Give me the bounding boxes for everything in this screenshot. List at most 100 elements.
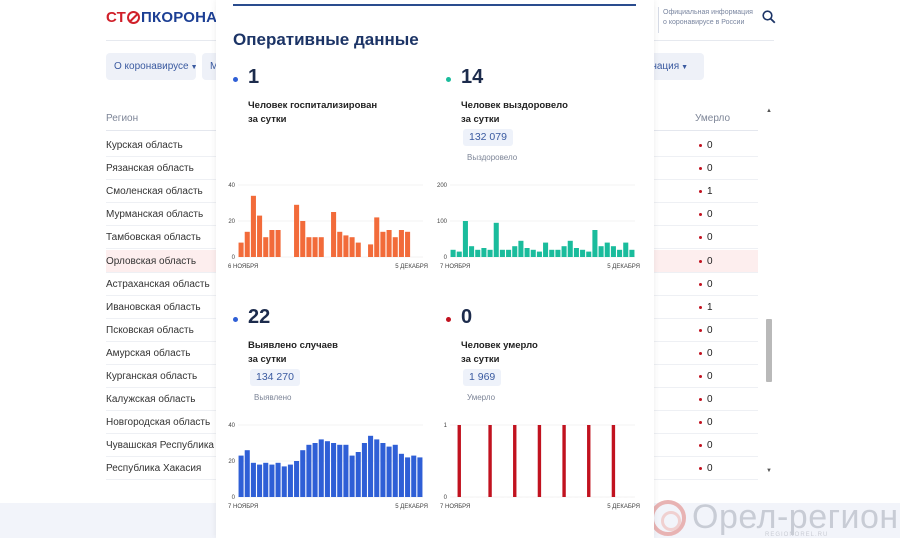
- chart-bar[interactable]: [374, 217, 380, 257]
- chart-bar[interactable]: [250, 195, 256, 257]
- chart-bar[interactable]: [405, 457, 411, 497]
- chart-bar[interactable]: [294, 461, 300, 497]
- chart-bar[interactable]: [343, 444, 349, 497]
- chart-bar[interactable]: [456, 251, 462, 257]
- chart-bar[interactable]: [398, 453, 404, 497]
- chart-bar[interactable]: [536, 251, 542, 257]
- chart-bar[interactable]: [374, 439, 380, 497]
- chart-bar[interactable]: [405, 231, 411, 257]
- chart-bar[interactable]: [331, 212, 337, 257]
- chart-bar[interactable]: [269, 464, 275, 497]
- chart-bar[interactable]: [386, 230, 392, 257]
- chart-bar[interactable]: [475, 249, 481, 257]
- scroll-down-arrow-icon[interactable]: ▼: [766, 468, 772, 474]
- chart-bar[interactable]: [368, 435, 374, 497]
- chart-bar[interactable]: [238, 242, 244, 257]
- chart-bar[interactable]: [318, 439, 324, 497]
- chart-bar[interactable]: [586, 251, 592, 257]
- chart-bar[interactable]: [275, 462, 281, 497]
- chart-bar[interactable]: [324, 441, 330, 497]
- chart-bar[interactable]: [355, 452, 361, 497]
- chart-bar[interactable]: [629, 249, 635, 257]
- chart-bar[interactable]: [457, 425, 461, 497]
- chart-bar[interactable]: [450, 249, 456, 257]
- chart-bar[interactable]: [561, 246, 567, 257]
- chart-bar[interactable]: [398, 230, 404, 257]
- chart-bar[interactable]: [269, 230, 275, 257]
- chart-bar[interactable]: [462, 221, 468, 257]
- chart-bar[interactable]: [281, 466, 287, 497]
- nav-about-coronavirus[interactable]: О коронавирусе ▼: [106, 53, 196, 80]
- chart-bar[interactable]: [513, 425, 517, 497]
- column-header-region[interactable]: Регион: [106, 113, 139, 124]
- chart-bar[interactable]: [580, 249, 586, 257]
- chart-bar[interactable]: [361, 443, 367, 497]
- chart-bar[interactable]: [380, 231, 386, 257]
- chart-bar[interactable]: [487, 249, 493, 257]
- chart-bar[interactable]: [562, 425, 566, 497]
- column-header-died[interactable]: Умерло: [695, 113, 731, 124]
- chart-bar[interactable]: [244, 231, 250, 257]
- chart-bar[interactable]: [318, 237, 324, 257]
- chart-bar[interactable]: [573, 248, 579, 257]
- chart-bar[interactable]: [524, 248, 530, 257]
- chart-bar[interactable]: [530, 249, 536, 257]
- chart-bar[interactable]: [300, 221, 306, 257]
- chart-bar[interactable]: [263, 462, 269, 497]
- chart-bar[interactable]: [392, 237, 398, 257]
- chart-bar[interactable]: [380, 443, 386, 497]
- chart-bar[interactable]: [392, 444, 398, 497]
- chart-bar[interactable]: [506, 249, 512, 257]
- scroll-up-arrow-icon[interactable]: ▲: [766, 108, 772, 114]
- chart-bar[interactable]: [518, 240, 524, 257]
- chart-bar[interactable]: [488, 425, 492, 497]
- chart-bar[interactable]: [306, 444, 312, 497]
- chart-bar[interactable]: [537, 425, 542, 497]
- chart-bar[interactable]: [617, 249, 623, 257]
- chart-bar[interactable]: [598, 246, 604, 257]
- chart-bar[interactable]: [331, 443, 337, 497]
- chart-bar[interactable]: [349, 455, 355, 497]
- chart-bar[interactable]: [512, 246, 518, 257]
- chart-bar[interactable]: [499, 249, 505, 257]
- chart-bar[interactable]: [469, 246, 475, 257]
- chart-bar[interactable]: [349, 237, 355, 257]
- chart-bar[interactable]: [604, 242, 610, 257]
- chart-bar[interactable]: [567, 240, 573, 257]
- chart-bar[interactable]: [592, 230, 598, 257]
- chart-bar[interactable]: [275, 230, 281, 257]
- chart-bar[interactable]: [493, 222, 499, 257]
- chart-bar[interactable]: [343, 235, 349, 257]
- chart-bar[interactable]: [300, 450, 306, 497]
- chart-bar[interactable]: [257, 464, 263, 497]
- chart-bar[interactable]: [238, 455, 244, 497]
- chart-bar[interactable]: [611, 425, 616, 497]
- chart-bar[interactable]: [306, 237, 312, 257]
- chart-bar[interactable]: [368, 244, 374, 257]
- chart-bar[interactable]: [481, 248, 487, 257]
- site-logo[interactable]: СТ ПКОРОНАВИ: [106, 9, 240, 26]
- chart-bar[interactable]: [250, 462, 256, 497]
- chart-bar[interactable]: [263, 237, 269, 257]
- chart-bar[interactable]: [337, 231, 343, 257]
- chart-bar[interactable]: [337, 444, 343, 497]
- search-icon[interactable]: [762, 10, 776, 24]
- chart-bar[interactable]: [312, 237, 318, 257]
- chart-bar[interactable]: [587, 425, 591, 497]
- chart-bar[interactable]: [287, 464, 293, 497]
- chart-bar[interactable]: [543, 242, 549, 257]
- chart-bar[interactable]: [417, 457, 423, 497]
- chart-bar[interactable]: [312, 443, 318, 497]
- chart-bar[interactable]: [555, 249, 561, 257]
- chart-bar[interactable]: [355, 242, 361, 257]
- chart-bar[interactable]: [294, 204, 300, 257]
- chart-bar[interactable]: [623, 242, 629, 257]
- chart-bar[interactable]: [257, 215, 263, 257]
- scroll-thumb[interactable]: [766, 319, 772, 382]
- chart-bar[interactable]: [244, 450, 250, 497]
- table-scrollbar[interactable]: ▲ ▼: [765, 106, 773, 476]
- chart-bar[interactable]: [411, 455, 417, 497]
- chart-bar[interactable]: [549, 249, 555, 257]
- chart-bar[interactable]: [386, 446, 392, 497]
- chart-bar[interactable]: [610, 246, 616, 257]
